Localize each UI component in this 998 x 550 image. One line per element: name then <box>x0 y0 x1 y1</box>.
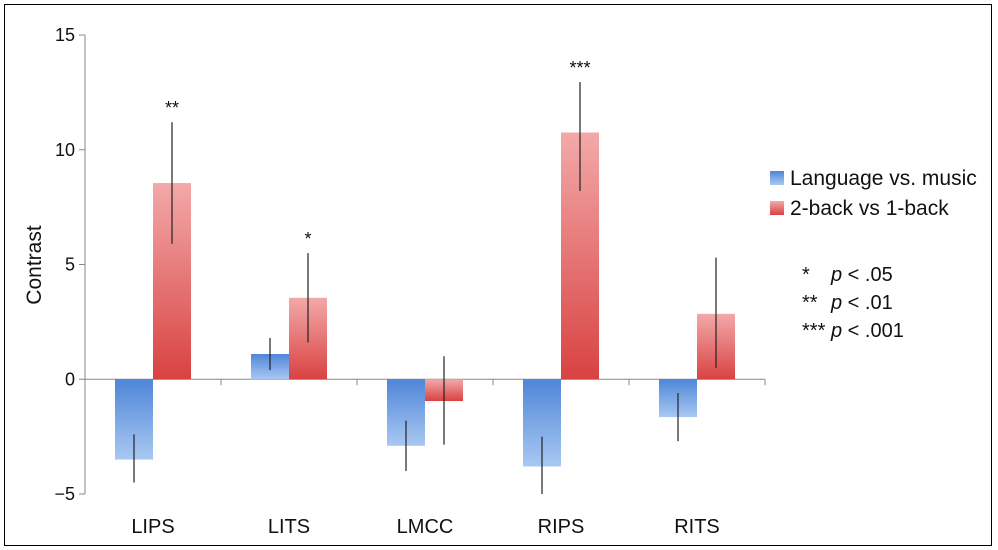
significance-marker-lips: ** <box>165 98 179 118</box>
y-tick-label: 10 <box>55 140 75 160</box>
significance-key-p: p <box>830 292 842 314</box>
significance-key-row: * p < .05 <box>802 264 893 286</box>
category-label-rits: RITS <box>674 516 720 538</box>
significance-marker-rips: *** <box>569 58 590 78</box>
significance-key-row: ** p < .01 <box>802 292 893 314</box>
significance-key-p: p <box>830 264 842 286</box>
significance-key-stars: *** <box>802 320 826 342</box>
y-axis: −5 0 5 10 15 <box>54 25 86 504</box>
y-tick-label: 5 <box>65 255 75 275</box>
y-tick-label: 15 <box>55 25 75 45</box>
bars <box>115 132 735 467</box>
error-bars <box>133 82 717 494</box>
significance-key-stars: ** <box>802 292 818 314</box>
x-axis: LIPS LITS LMCC RIPS RITS <box>84 378 766 538</box>
significance-key-threshold: < .01 <box>842 292 893 314</box>
significance-markers: ****** <box>165 58 591 249</box>
chart-frame: −5 0 5 10 15 LIPS LITS LMCC RIPS RITS ** * *** Con… <box>4 4 992 546</box>
legend-label-language-vs-music: Language vs. music <box>790 167 977 190</box>
y-tick-label: −5 <box>54 484 75 504</box>
significance-key-threshold: < .05 <box>842 264 893 286</box>
legend-swatch-2-back-vs-1-back <box>770 201 784 215</box>
legend: Language vs. music 2-back vs 1-back <box>770 167 977 220</box>
category-label-lits: LITS <box>268 516 310 538</box>
category-label-rips: RIPS <box>538 516 585 538</box>
significance-key-stars: * <box>802 264 810 286</box>
legend-label-2-back-vs-1-back: 2-back vs 1-back <box>790 197 949 220</box>
significance-key-threshold: < .001 <box>842 320 904 342</box>
significance-key-row: *** p < .001 <box>802 320 904 342</box>
y-axis-label: Contrast <box>23 225 46 305</box>
significance-key: * p < .05** p < .01*** p < .001 <box>802 264 904 342</box>
category-label-lips: LIPS <box>131 516 174 538</box>
significance-key-p: p <box>830 320 842 342</box>
legend-swatch-language-vs-music <box>770 171 784 185</box>
category-label-lmcc: LMCC <box>397 516 454 538</box>
significance-marker-lits: * <box>304 229 311 249</box>
y-tick-label: 0 <box>65 369 75 389</box>
